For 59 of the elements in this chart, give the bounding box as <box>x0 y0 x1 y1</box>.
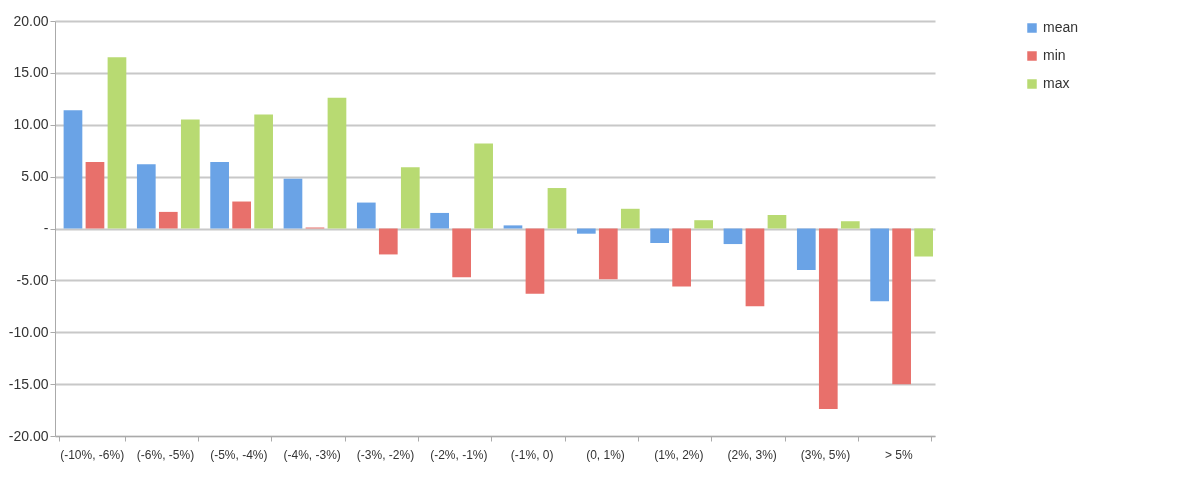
y-tick-label: 5.00 <box>21 168 49 185</box>
bar <box>767 215 787 229</box>
bar <box>650 228 669 244</box>
x-tick-label: (3%, 5%) <box>800 447 851 462</box>
bar <box>474 143 493 229</box>
bar <box>796 228 816 270</box>
y-tick-label: 20.00 <box>13 12 49 29</box>
y-tick-label: -15.00 <box>8 375 49 392</box>
x-tick-label: (-1%, 0) <box>510 447 554 462</box>
x-tick-label: (-5%, -4%) <box>210 447 268 462</box>
x-tick-label: (-4%, -3%) <box>283 447 341 462</box>
bar <box>818 228 838 410</box>
bar <box>914 228 933 257</box>
bar <box>136 164 156 229</box>
bar <box>210 162 229 229</box>
bar <box>63 110 83 229</box>
bar <box>620 208 640 229</box>
x-tick-label: > 5% <box>884 447 914 462</box>
legend-label: mean <box>1043 19 1079 35</box>
y-tick-label: - <box>43 220 49 236</box>
bar <box>107 57 127 229</box>
legend-label: max <box>1043 75 1070 91</box>
y-tick-label: -5.00 <box>16 271 49 288</box>
x-tick-label: (-10%, -6%) <box>60 447 125 462</box>
y-tick-label: -10.00 <box>8 323 49 340</box>
bar <box>694 220 713 229</box>
bar <box>356 202 376 229</box>
bar <box>576 228 596 234</box>
bar <box>547 188 567 229</box>
bar <box>400 167 420 229</box>
bar <box>327 97 347 229</box>
bar <box>870 228 889 302</box>
bar <box>723 228 743 245</box>
legend-label: min <box>1043 47 1066 63</box>
x-tick-label: (-6%, -5%) <box>136 447 195 462</box>
bar <box>180 119 200 229</box>
bar <box>158 211 178 229</box>
bar <box>232 201 251 229</box>
x-tick-label: (0, 1%) <box>586 447 625 462</box>
x-tick-label: (-2%, -1%) <box>430 447 488 462</box>
bar <box>430 212 449 229</box>
bar <box>525 228 545 294</box>
bar <box>452 228 471 278</box>
x-tick-label: (2%, 3%) <box>727 447 777 462</box>
bar <box>378 228 398 255</box>
bar <box>745 228 765 307</box>
bar <box>85 162 105 229</box>
bar <box>503 225 523 229</box>
x-tick-label: (-3%, -2%) <box>356 447 415 462</box>
y-tick-label: 15.00 <box>13 64 49 81</box>
bar <box>892 228 911 385</box>
bar <box>672 228 691 287</box>
y-tick-label: -20.00 <box>8 427 49 444</box>
bar <box>283 178 303 229</box>
bar <box>840 221 860 229</box>
bar <box>254 114 273 229</box>
x-tick-label: (1%, 2%) <box>654 447 704 462</box>
y-tick-label: 10.00 <box>13 116 49 133</box>
bar <box>598 228 618 280</box>
